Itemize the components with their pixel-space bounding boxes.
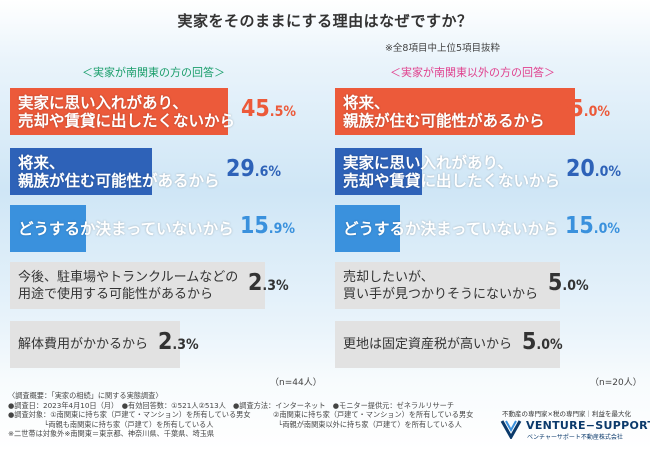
footnote-line: └両親も南関東に持ち家（戸建て）を所有している人 (44, 419, 214, 429)
value-decimal: .0% (593, 221, 620, 237)
value-integer: 29 (226, 156, 255, 182)
bar-row: 売却したいが、 買い手が見つかりそうにないから (335, 262, 560, 309)
bar (335, 262, 560, 309)
bar-row: どうするか決まっていないから (335, 205, 559, 252)
bar-category-label: 解体費用がかかるから (18, 337, 149, 352)
value-decimal: .0% (594, 164, 621, 180)
bar (335, 205, 400, 252)
bar-category-label: 将来、 親族が住む可能性があるから (18, 153, 220, 190)
bar-row: 実家に思い入れがあり、 売却や賃貸に出したくないから (10, 88, 235, 135)
bar-value-label: 15.9% (240, 213, 295, 239)
value-decimal: .0% (536, 337, 563, 353)
bar-category-label: どうするか決まっていないから (343, 219, 559, 238)
bar-row: どうするか決まっていないから (10, 205, 234, 252)
bar-category-label: 実家に思い入れがあり、 売却や賃貸に出したくないから (18, 93, 236, 130)
bar-value-label: 45.5% (241, 96, 296, 122)
value-decimal: .5% (269, 104, 296, 120)
value-integer: 20 (566, 156, 595, 182)
bar-row: 今後、駐車場やトランクルームなどの 用途で使用する可能性があるから (10, 262, 265, 309)
left-panel-heading: ＜実家が南関東の方の回答＞ (82, 66, 225, 79)
footnote-line: ※二世帯は対象外※南関東＝東京都、神奈川県、千葉県、埼玉県 (8, 429, 215, 439)
bar (10, 148, 152, 195)
chart-subtitle: ※全8項目中上位5項目抜粋 (384, 43, 500, 54)
value-decimal: .3% (262, 278, 289, 294)
value-decimal: .0% (562, 278, 589, 294)
bar-category-label: 今後、駐車場やトランクルームなどの 用途で使用する可能性があるから (18, 269, 239, 302)
value-integer: 2 (158, 329, 173, 355)
footnote-line: ②南関東に持ち家（戸建て・マンション）を所有している男女 (273, 410, 474, 420)
value-decimal: .0% (583, 104, 610, 120)
venture-support-logo-icon (500, 420, 522, 439)
bar-value-label: 20.0% (566, 156, 621, 182)
right-sample-size: （n=20人） (590, 378, 642, 388)
footnote-line: ●調査対象：①南関東に持ち家（戸建て・マンション）を所有している男女 (8, 410, 251, 420)
value-integer: 15 (240, 213, 269, 239)
bar (335, 321, 560, 368)
right-panel-heading: ＜実家が南関東以外の方の回答＞ (390, 66, 555, 79)
value-integer: 45 (241, 96, 270, 122)
bar-value-label: 5.0% (522, 329, 563, 355)
bar-category-label: 売却したいが、 買い手が見つかりそうにないから (343, 269, 539, 302)
value-integer: 5 (522, 329, 537, 355)
left-sample-size: （n=44人） (270, 378, 322, 388)
bar-value-label: 29.6% (226, 156, 281, 182)
bar (10, 205, 86, 252)
value-integer: 55 (555, 96, 584, 122)
bar-row: 将来、 親族が住む可能性があるから (335, 88, 575, 135)
footnote-line: └両親が南関東以外に持ち家（戸建て）を所有している人 (278, 419, 462, 429)
bar (10, 321, 180, 368)
bar-category-label: 更地は固定資産税が高いから (343, 337, 513, 352)
value-decimal: .9% (268, 221, 295, 237)
bar-value-label: 5.0% (548, 270, 589, 296)
footnote-line: ●調査日：2023年4月10日（月） ●有効回答数：①521人②513人 ●調査… (8, 400, 455, 410)
bar-value-label: 55.0% (555, 96, 610, 122)
logo-company: ベンチャーサポート不動産株式会社 (527, 434, 623, 441)
bar (10, 262, 265, 309)
value-integer: 2 (248, 270, 263, 296)
bar-row: 実家に思い入れがあり、 売却や賃貸に出したくないから (335, 148, 560, 195)
bar-row: 将来、 親族が住む可能性があるから (10, 148, 220, 195)
bar (335, 88, 575, 135)
bar-row: 解体費用がかかるから (10, 321, 180, 368)
bar-category-label: 将来、 親族が住む可能性があるから (343, 93, 545, 130)
bar-value-label: 2.3% (248, 270, 289, 296)
bar-row: 更地は固定資産税が高いから (335, 321, 560, 368)
logo-name: VENTURE−SUPPORT (526, 419, 650, 432)
bar (335, 148, 422, 195)
survey-footnote: 〈調査概要：「実家の相続」に関する実態調査〉 ●調査日：2023年4月10日（月… (8, 391, 473, 439)
bar (10, 88, 228, 135)
footnote-line: 〈調査概要：「実家の相続」に関する実態調査〉 (8, 391, 163, 400)
value-decimal: .3% (172, 337, 199, 353)
bar-value-label: 15.0% (565, 213, 620, 239)
chart-title: 実家をそのままにする理由はなぜですか？ (177, 12, 473, 30)
logo-tagline: 不動産の専門家×税の専門家｜利益を最大化 (502, 410, 631, 418)
bar-category-label: 実家に思い入れがあり、 売却や賃貸に出したくないから (343, 153, 561, 190)
value-integer: 5 (548, 270, 563, 296)
value-integer: 15 (565, 213, 594, 239)
bar-category-label: どうするか決まっていないから (18, 219, 234, 238)
bar-value-label: 2.3% (158, 329, 199, 355)
value-decimal: .6% (254, 164, 281, 180)
